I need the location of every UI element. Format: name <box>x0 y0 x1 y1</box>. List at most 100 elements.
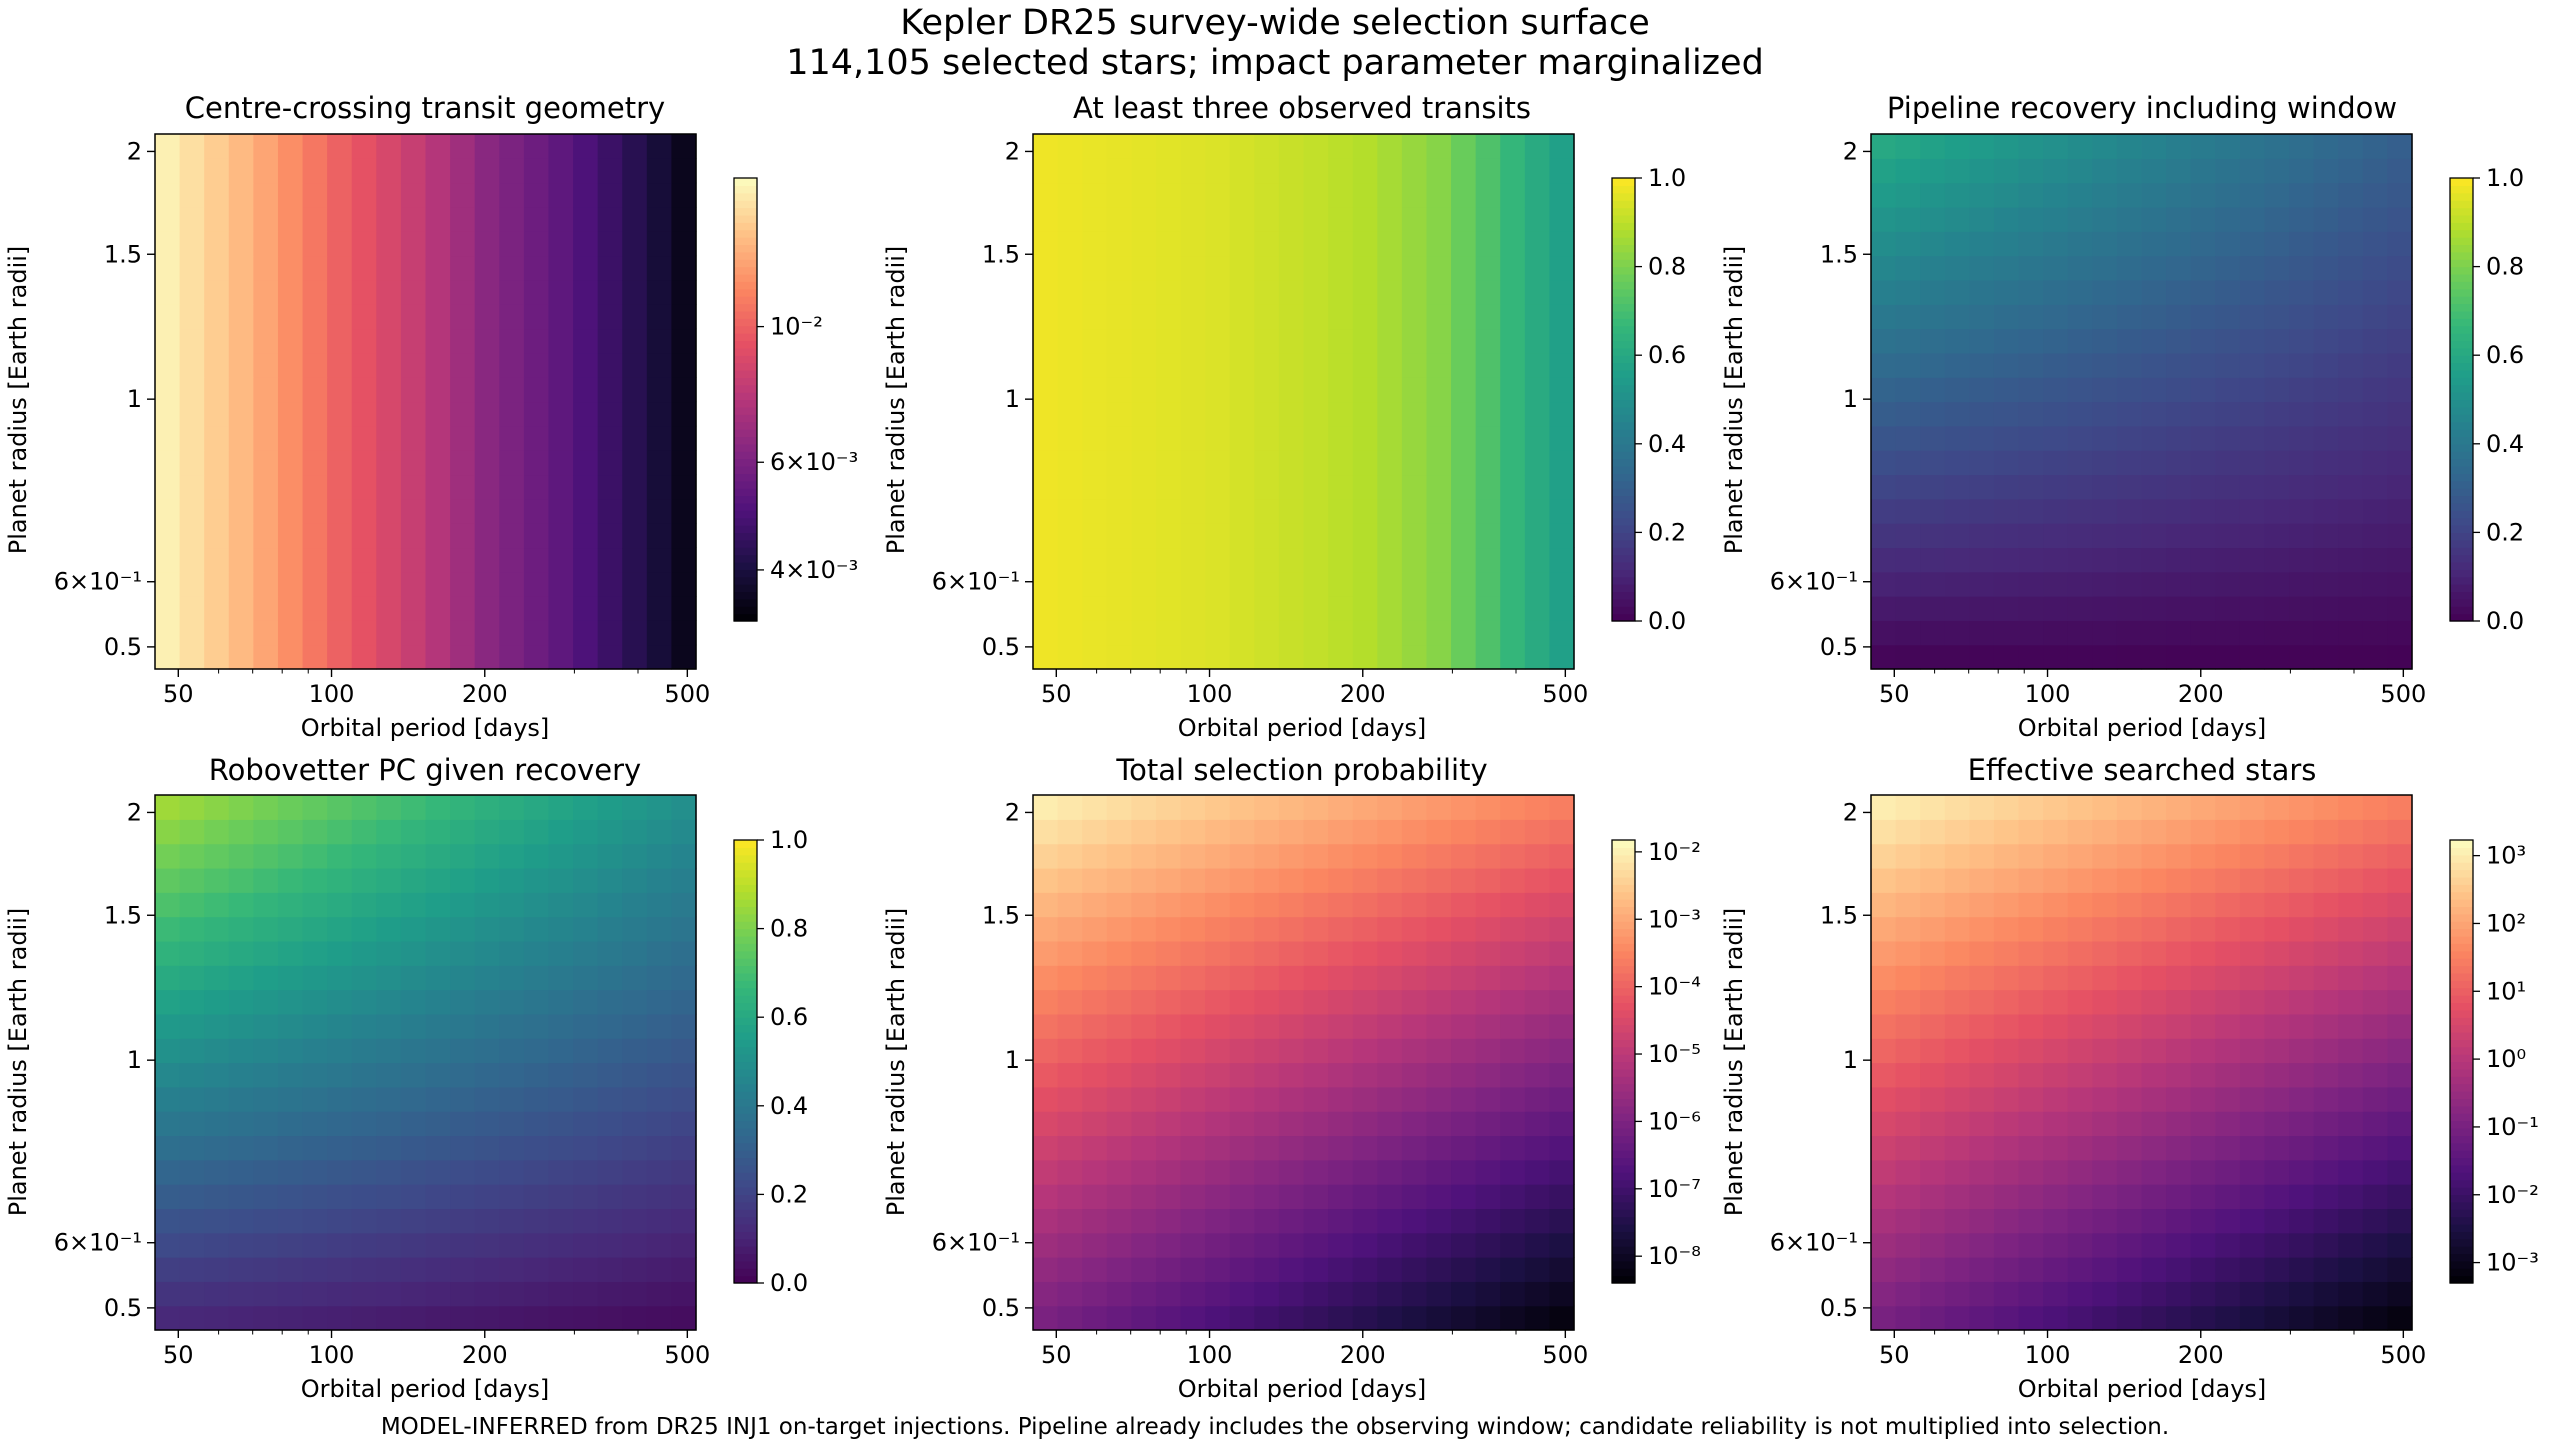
heatmap-cell <box>646 304 673 330</box>
heatmap-cell <box>1969 1013 1995 1039</box>
heatmap-cell <box>1180 644 1206 670</box>
heatmap-cell <box>1475 474 1501 500</box>
heatmap-cell <box>1475 795 1501 820</box>
colorbar-tick-label: 0.4 <box>770 1092 808 1120</box>
heatmap-cell <box>204 1013 230 1039</box>
heatmap-cell <box>1401 523 1428 549</box>
heatmap-cell <box>2092 892 2118 918</box>
heatmap-cell <box>1155 1184 1182 1210</box>
x-axis-label: Orbital period [days] <box>301 1375 550 1403</box>
heatmap-cell <box>277 474 304 500</box>
heatmap-cell <box>1082 1062 1108 1088</box>
colorbar-segment <box>734 392 757 401</box>
colorbar-segment <box>2450 517 2473 526</box>
heatmap-cell <box>1871 795 1897 820</box>
heatmap-cell <box>1524 182 1551 208</box>
heatmap-cell <box>573 401 599 427</box>
heatmap-cell <box>302 231 328 257</box>
heatmap-cell <box>450 892 476 918</box>
heatmap-cell <box>1057 989 1083 1015</box>
heatmap-cell <box>2190 401 2216 427</box>
heatmap-cell <box>499 401 525 427</box>
heatmap-cell <box>228 1111 254 1137</box>
heatmap-cell <box>1426 401 1452 427</box>
heatmap-cell <box>1426 571 1452 597</box>
heatmap-cell <box>1033 940 1059 966</box>
heatmap-cell <box>622 1184 648 1210</box>
heatmap-cell <box>155 1184 181 1210</box>
colorbar-segment <box>734 1113 757 1122</box>
heatmap-cell <box>1549 867 1575 893</box>
heatmap-cell <box>1524 304 1551 330</box>
heatmap-cell <box>2264 620 2290 646</box>
heatmap-cell <box>2141 134 2167 159</box>
heatmap-cell <box>302 989 328 1015</box>
heatmap-cell <box>1524 989 1551 1015</box>
heatmap-cell <box>1969 1038 1995 1064</box>
heatmap-cell <box>474 571 500 597</box>
heatmap-cell <box>376 1184 402 1210</box>
heatmap-cell <box>1426 644 1452 670</box>
heatmap-cell <box>155 425 181 451</box>
heatmap-cell <box>1303 377 1329 403</box>
heatmap-cell <box>376 1086 402 1112</box>
heatmap-cell <box>622 989 648 1015</box>
heatmap-cell <box>2289 795 2315 820</box>
heatmap-cell <box>1920 843 1946 869</box>
heatmap-cell <box>1500 596 1526 621</box>
colorbar-segment <box>1612 1127 1635 1136</box>
colorbar-tick-label: 0.2 <box>770 1180 808 1208</box>
heatmap-cell <box>1401 547 1428 573</box>
heatmap-cell <box>597 206 623 232</box>
heatmap-cell <box>1106 916 1132 942</box>
heatmap-cell <box>1155 328 1182 354</box>
x-tick-label: 50 <box>1041 680 1072 708</box>
heatmap-cell <box>1229 644 1255 670</box>
heatmap-cell <box>1131 279 1157 305</box>
heatmap-cell <box>523 795 550 820</box>
colorbar-segment <box>2450 473 2473 482</box>
heatmap-cell <box>474 474 500 500</box>
heatmap-cell <box>2239 1135 2266 1161</box>
heatmap-cell <box>1451 231 1477 257</box>
heatmap-cell <box>2239 547 2266 573</box>
heatmap-cell <box>1229 1111 1255 1137</box>
heatmap-cell <box>1426 255 1452 281</box>
heatmap-cell <box>499 450 525 476</box>
heatmap-cell <box>351 377 377 403</box>
heatmap-cell <box>597 795 623 820</box>
heatmap-cell <box>1426 965 1452 991</box>
y-tick-label: 0.5 <box>1820 1294 1858 1322</box>
heatmap-cell <box>2092 1184 2118 1210</box>
heatmap-cell <box>2239 1086 2266 1112</box>
heatmap-cell <box>277 206 304 232</box>
heatmap-cell <box>1155 377 1182 403</box>
colorbar-segment <box>1612 392 1635 401</box>
heatmap-cell <box>327 474 353 500</box>
heatmap-cell <box>376 304 402 330</box>
heatmap-cell <box>1106 1232 1132 1258</box>
heatmap-cell <box>1155 989 1182 1015</box>
heatmap-cell <box>1180 1111 1206 1137</box>
heatmap-cell <box>204 571 230 597</box>
heatmap-cell <box>1057 547 1083 573</box>
colorbar-segment <box>734 891 757 900</box>
heatmap-cell <box>1131 1013 1157 1039</box>
colorbar-segment <box>1612 950 1635 959</box>
heatmap-cell <box>1328 892 1354 918</box>
heatmap-cell <box>1278 916 1305 942</box>
heatmap-cell <box>1451 1305 1477 1331</box>
heatmap-cell <box>400 1159 427 1185</box>
heatmap-cell <box>1895 795 1921 820</box>
heatmap-cell <box>2239 1208 2266 1234</box>
heatmap-cell <box>1871 620 1897 646</box>
colorbar-segment <box>734 178 757 186</box>
colorbar-segment <box>1612 303 1635 312</box>
colorbar-segment <box>2450 303 2473 312</box>
heatmap-cell <box>2018 965 2044 991</box>
heatmap-cell <box>204 940 230 966</box>
heatmap-cell <box>228 819 254 845</box>
colorbar-segment <box>734 1268 757 1277</box>
heatmap-cell <box>2116 819 2143 845</box>
heatmap-cell <box>1205 328 1231 354</box>
